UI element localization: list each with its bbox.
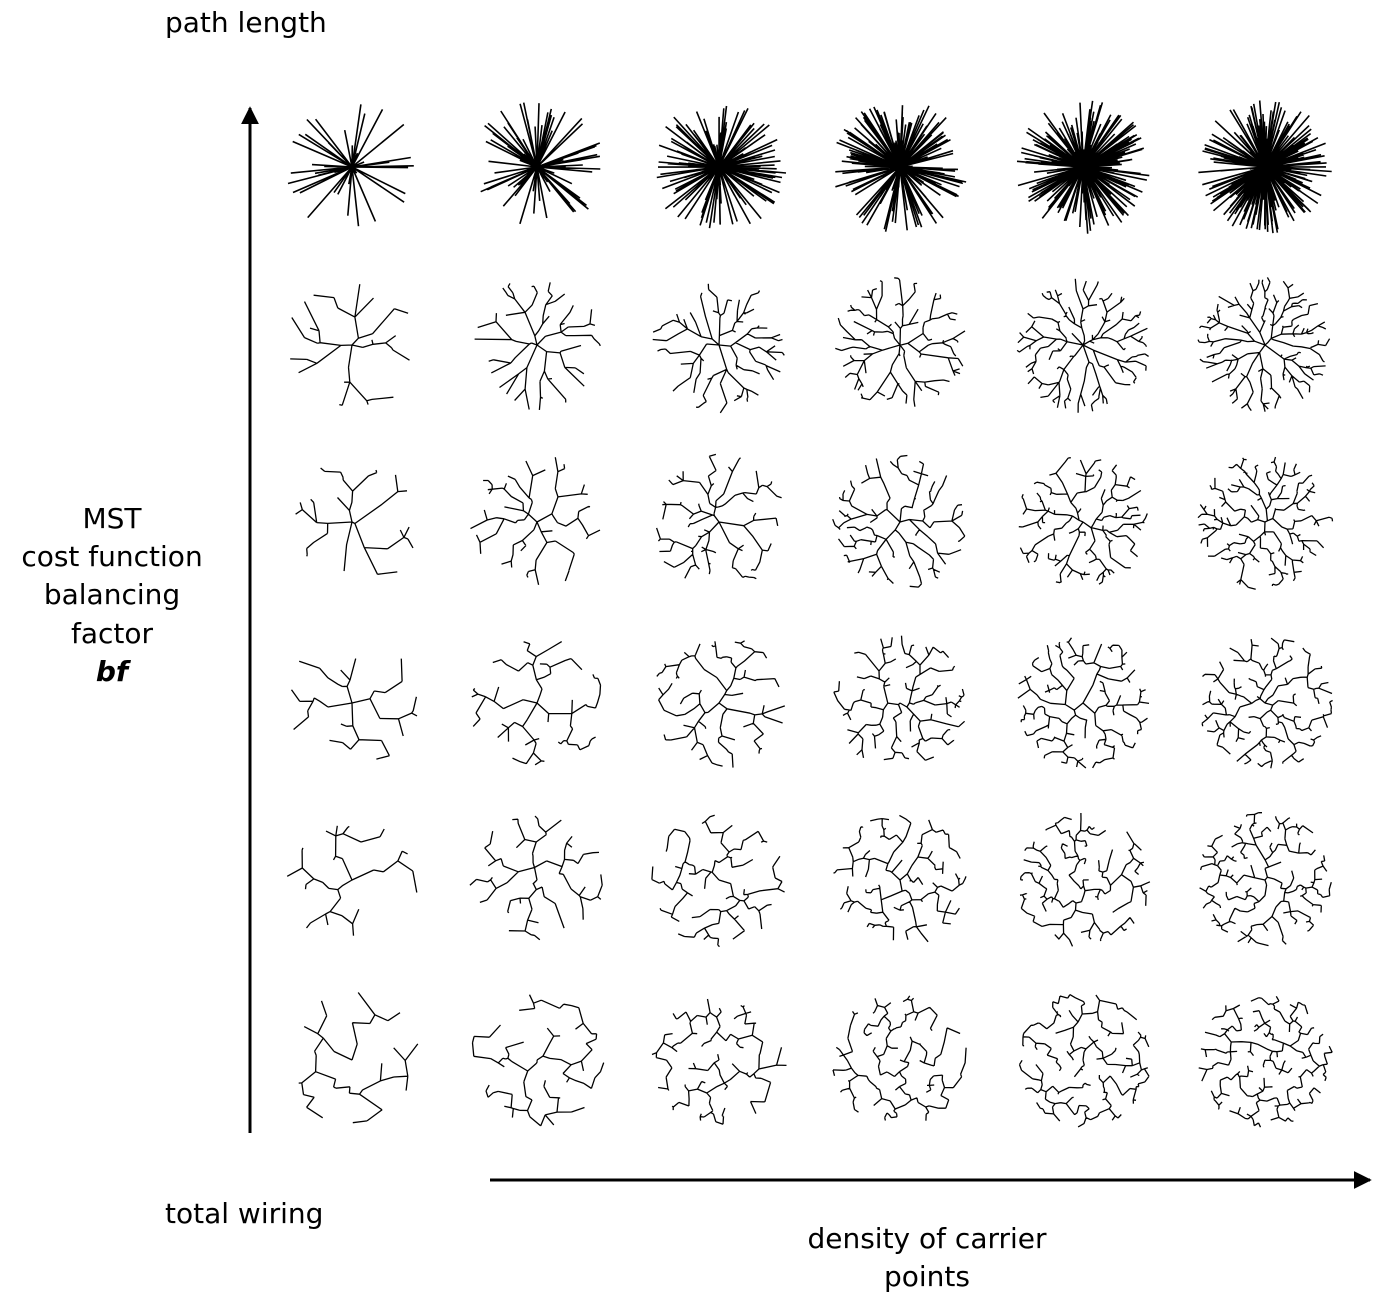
tree (1198, 457, 1333, 589)
tree (835, 278, 965, 407)
tree (296, 468, 413, 574)
tree (833, 996, 966, 1121)
tree (652, 815, 785, 946)
tree (834, 636, 965, 761)
tree (288, 104, 414, 226)
tree (472, 642, 601, 765)
tree (1019, 458, 1148, 585)
tree (1017, 279, 1149, 413)
x-title: points (884, 1260, 970, 1292)
tree (471, 457, 601, 585)
tree (833, 456, 965, 588)
tree (1017, 101, 1149, 234)
x-title: density of carrier (807, 1222, 1047, 1255)
y-symbol: bf (96, 655, 132, 688)
tree (1198, 277, 1330, 411)
tree (1020, 995, 1150, 1127)
tree (1018, 638, 1149, 768)
tree (473, 995, 604, 1126)
tree (657, 454, 782, 578)
tree (1199, 996, 1333, 1127)
tree (475, 282, 601, 410)
tree (470, 816, 602, 940)
tree (657, 106, 786, 228)
tree (290, 284, 409, 405)
y-title: factor (71, 617, 154, 650)
tree (834, 815, 967, 941)
tree (652, 999, 787, 1124)
diagram: path length total wiring MST cost functi… (0, 0, 1376, 1292)
tree (657, 641, 785, 768)
tree (1020, 813, 1150, 946)
tree (653, 284, 785, 413)
tree (292, 659, 418, 760)
y-title: cost function (21, 540, 202, 573)
tree (1202, 638, 1333, 768)
tree (835, 105, 966, 232)
top-label: path length (165, 6, 327, 39)
tree (1198, 101, 1331, 234)
tree (481, 103, 601, 224)
bottom-label: total wiring (165, 1197, 323, 1230)
tree (299, 993, 418, 1123)
y-title: MST (82, 502, 142, 535)
tree (287, 826, 417, 936)
tree-grid (287, 101, 1332, 1128)
tree (1200, 813, 1332, 946)
y-title: balancing (44, 578, 180, 611)
